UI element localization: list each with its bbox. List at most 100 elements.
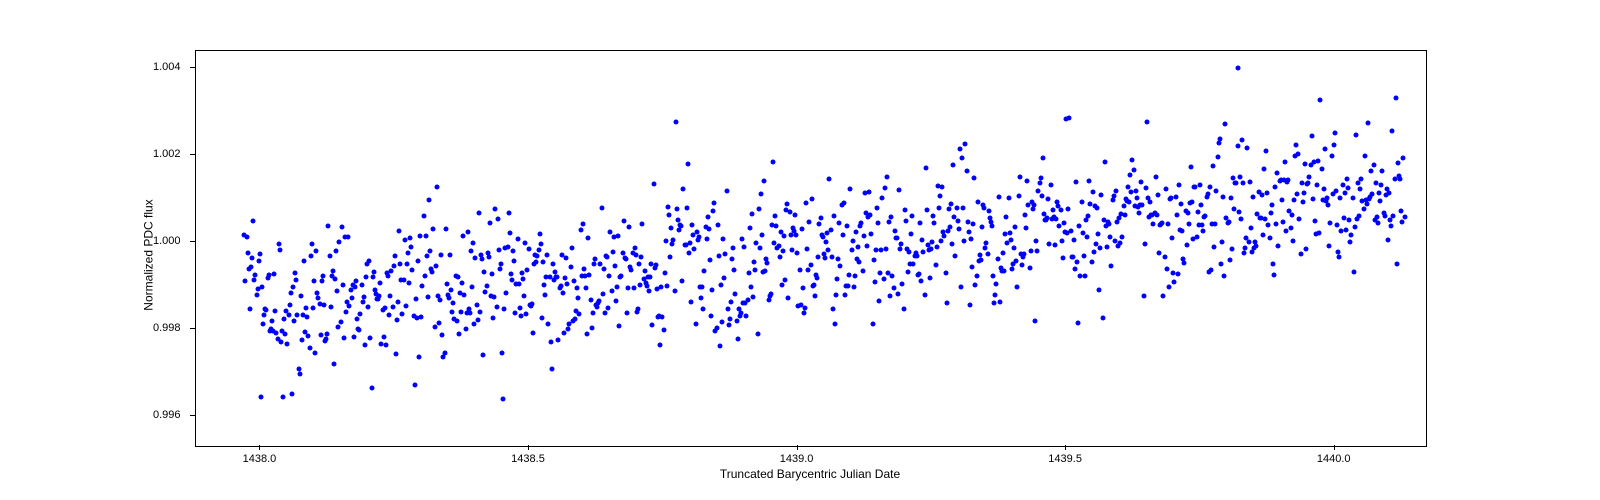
data-point [681,186,686,191]
data-point [728,300,733,305]
data-point [851,285,856,290]
data-point [1189,164,1194,169]
data-point [577,311,582,316]
data-point [465,229,470,234]
data-point [1321,187,1326,192]
data-point [1185,210,1190,215]
data-point [469,249,474,254]
data-point [659,285,664,290]
data-point [591,261,596,266]
data-point [868,212,873,217]
data-point [449,287,454,292]
data-point [834,292,839,297]
data-point [793,213,798,218]
data-point [617,324,622,329]
data-point [277,247,282,252]
data-point [992,301,997,306]
data-point [295,313,300,318]
data-point [1096,232,1101,237]
data-point [853,230,858,235]
data-point [340,283,345,288]
data-point [924,207,929,212]
data-point [1265,191,1270,196]
x-tick-label: 1438.0 [243,453,277,465]
data-point [997,300,1002,305]
data-point [409,244,414,249]
data-point [838,263,843,268]
data-point [970,265,975,270]
data-point [1353,133,1358,138]
data-point [1229,247,1234,252]
data-point [957,147,962,152]
data-point [387,313,392,318]
data-point [1389,223,1394,228]
data-point [883,246,888,251]
data-point [500,350,505,355]
data-point [753,268,758,273]
data-point [829,254,834,259]
data-point [253,273,258,278]
data-point [352,285,357,290]
data-point [1228,196,1233,201]
data-point [1254,243,1259,248]
data-point [758,191,763,196]
data-point [1118,240,1123,245]
data-point [1072,266,1077,271]
data-point [1009,267,1014,272]
y-tick [190,154,195,155]
data-point [1137,211,1142,216]
x-tick-label: 1439.0 [780,453,814,465]
data-point [1309,133,1314,138]
data-point [837,221,842,226]
data-point [984,241,989,246]
data-point [629,268,634,273]
data-point [318,332,323,337]
data-point [378,281,383,286]
data-point [1190,199,1195,204]
data-point [388,294,393,299]
data-point [696,234,701,239]
data-point [1335,222,1340,227]
data-point [949,201,954,206]
data-point [653,262,658,267]
data-point [245,251,250,256]
data-point [931,213,936,218]
y-tick [190,241,195,242]
data-point [746,270,751,275]
data-point [597,299,602,304]
data-point [1387,191,1392,196]
data-point [1161,293,1166,298]
data-point [1134,196,1139,201]
data-point [505,244,510,249]
data-point [305,314,310,319]
data-point [393,352,398,357]
data-point [805,247,810,252]
data-point [1199,202,1204,207]
data-point [685,161,690,166]
data-point [680,278,685,283]
data-point [921,249,926,254]
data-point [673,119,678,124]
data-point [313,351,318,356]
data-point [605,255,610,260]
data-point [425,294,430,299]
x-tick [259,445,260,450]
data-point [613,299,618,304]
data-point [959,284,964,289]
data-point [968,237,973,242]
data-point [423,233,428,238]
data-point [972,176,977,181]
data-point [857,259,862,264]
data-point [1250,195,1255,200]
data-point [1221,195,1226,200]
data-point [818,216,823,221]
data-point [795,250,800,255]
x-tick-label: 1438.5 [511,453,545,465]
data-point [1083,218,1088,223]
data-point [496,247,501,252]
data-point [600,291,605,296]
data-point [747,225,752,230]
data-point [1280,220,1285,225]
data-point [754,240,759,245]
data-point [759,232,764,237]
